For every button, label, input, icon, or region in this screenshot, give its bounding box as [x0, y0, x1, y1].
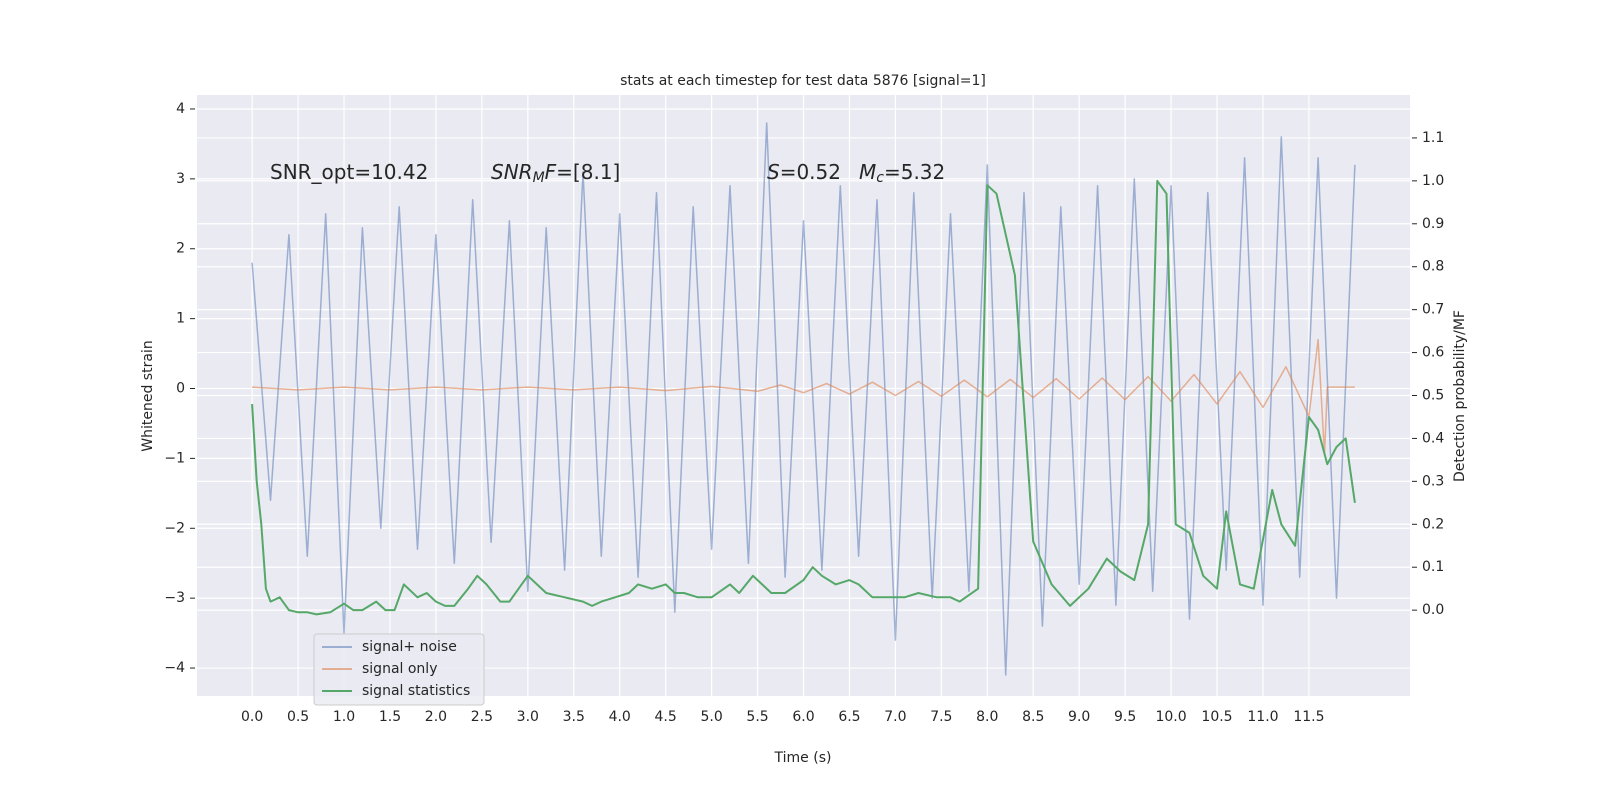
y2-tick-label: 0.9 — [1422, 216, 1444, 232]
annotation-part: M — [533, 170, 545, 186]
x-tick-label: 1.0 — [333, 709, 355, 725]
y2-axis-label: Detection probability/MF — [1452, 310, 1468, 482]
x-tick-label: 7.5 — [930, 709, 952, 725]
annotation-part: F — [545, 160, 557, 184]
annotation: SNRMF=[8.1] — [491, 160, 620, 187]
annotation-part: SNR_opt=10.42 — [270, 160, 428, 184]
x-tick-label: 5.5 — [746, 709, 768, 725]
y2-tick-label: 0.3 — [1422, 473, 1444, 489]
annotation-part: SNR — [491, 160, 533, 184]
x-tick-label: 0.5 — [287, 709, 309, 725]
y-tick-label: 1 — [176, 311, 185, 327]
annotation: SNR_opt=10.42 — [270, 160, 428, 184]
x-tick-label: 2.5 — [471, 709, 493, 725]
y-tick-label: 4 — [176, 101, 185, 117]
annotation-part: =[8.1] — [556, 160, 620, 184]
y2-tick-label: 0.6 — [1422, 345, 1444, 361]
y2-tick-label: 0.7 — [1422, 302, 1444, 318]
y2-tick-label: 1.1 — [1422, 130, 1444, 146]
annotation-part: =0.52 — [780, 160, 841, 184]
annotation-part: S — [767, 160, 780, 184]
y-axis-label: Whitened strain — [140, 340, 156, 451]
legend-box — [313, 633, 485, 706]
x-tick-label: 7.0 — [884, 709, 906, 725]
y-tick-label: 3 — [176, 171, 185, 187]
annotation: Mc=5.32 — [859, 160, 945, 187]
x-tick-label: 9.5 — [1114, 709, 1136, 725]
series-line — [251, 122, 1356, 676]
series-line — [251, 179, 1356, 616]
x-tick-label: 10.0 — [1155, 709, 1186, 725]
x-tick-label: 11.5 — [1293, 709, 1324, 725]
y-tick-label: 2 — [176, 241, 185, 257]
y2-tick-label: 0.5 — [1422, 388, 1444, 404]
annotation-part: M — [859, 160, 876, 184]
y-tick-label: −2 — [164, 520, 185, 536]
annotation-part: =5.32 — [884, 160, 945, 184]
y2-tick-label: 0.4 — [1422, 430, 1444, 446]
x-tick-label: 0.0 — [241, 709, 263, 725]
series-line — [252, 338, 1355, 456]
y2-tick-label: 0.2 — [1422, 516, 1444, 532]
x-axis-label: Time (s) — [774, 750, 832, 766]
x-tick-label: 8.0 — [976, 709, 998, 725]
x-tick-label: 11.0 — [1247, 709, 1278, 725]
x-tick-label: 10.5 — [1201, 709, 1232, 725]
x-tick-label: 8.5 — [1022, 709, 1044, 725]
y-tick-label: −1 — [164, 450, 185, 466]
y-tick-label: −3 — [164, 590, 185, 606]
overlay: 0.0 0.5 1.0 1.5 2.0 2.5 3.0 3.5 4.0 4.5 5.0 5.5 6.0 6… — [164, 101, 1444, 725]
x-tick-label: 6.5 — [838, 709, 860, 725]
y2-tick-label: 0.1 — [1422, 559, 1444, 575]
y-tick-label: 0 — [176, 381, 185, 397]
legend-label: signal statistics — [362, 683, 470, 699]
y2-tick-label: 1.0 — [1422, 173, 1444, 189]
x-tick-label: 5.0 — [700, 709, 722, 725]
y2-tick-label: 0.0 — [1422, 602, 1444, 618]
y2-tick-label: 0.8 — [1422, 259, 1444, 275]
x-tick-label: 3.0 — [517, 709, 539, 725]
x-tick-label: 6.0 — [792, 709, 814, 725]
series-group — [251, 122, 1356, 676]
x-tick-label: 9.0 — [1068, 709, 1090, 725]
x-tick-label: 3.5 — [563, 709, 585, 725]
x-tick-label: 4.0 — [609, 709, 631, 725]
x-tick-label: 2.0 — [425, 709, 447, 725]
chart-title: stats at each timestep for test data 587… — [620, 73, 986, 89]
legend-label: signal only — [362, 661, 437, 677]
annotation: S=0.52 — [767, 160, 841, 184]
y-tick-label: −4 — [164, 660, 185, 676]
x-tick-label: 4.5 — [655, 709, 677, 725]
legend-label: signal+ noise — [362, 639, 457, 655]
x-tick-label: 1.5 — [379, 709, 401, 725]
annotation-part: c — [876, 170, 884, 186]
